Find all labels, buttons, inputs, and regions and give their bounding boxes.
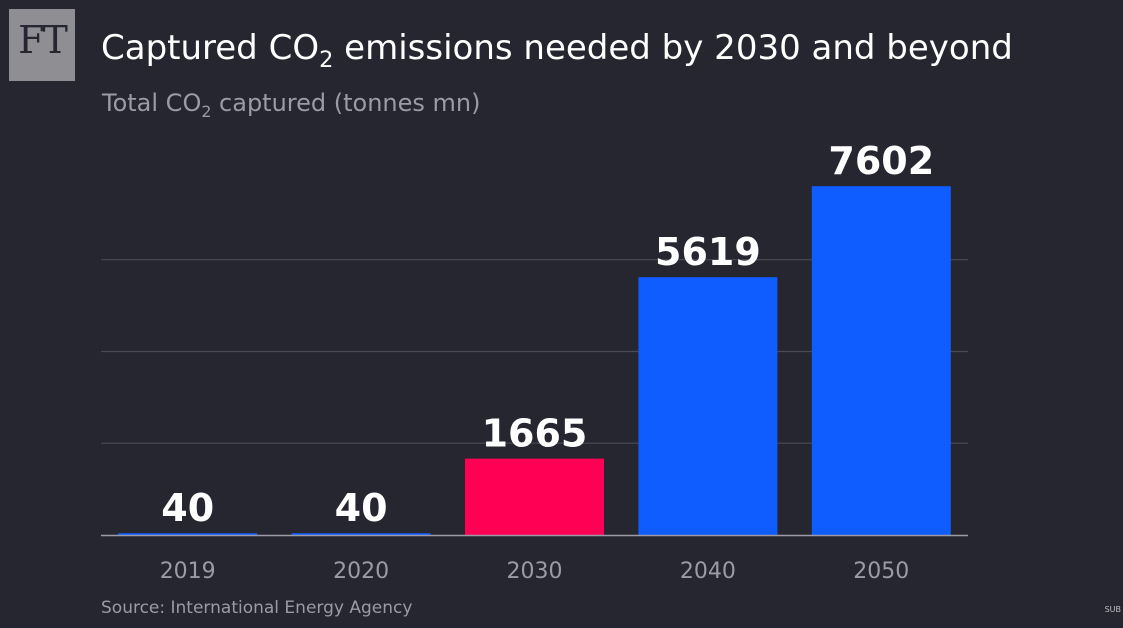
corner-label: SUB: [1104, 605, 1121, 614]
bar-2019: [118, 533, 258, 535]
chart-title: Captured CO2 emissions needed by 2030 an…: [101, 24, 1013, 76]
bar-2050: [811, 186, 951, 535]
bar-2020: [291, 533, 431, 535]
bar-2030: [465, 458, 604, 535]
value-label-2030: 1665: [482, 412, 588, 456]
ft-logo-text: FT: [18, 18, 68, 62]
source-note: Source: International Energy Agency: [101, 598, 413, 618]
x-tick-label-2019: 2019: [160, 559, 216, 584]
bar-2040: [638, 277, 778, 535]
value-label-2050: 7602: [828, 139, 934, 183]
chart-title-subscript: 2: [319, 46, 334, 73]
chart-subtitle: Total CO2 captured (tonnes mn): [102, 86, 481, 123]
value-label-2019: 40: [161, 486, 214, 530]
chart-title-main: Captured CO: [101, 28, 320, 68]
value-label-2040: 5619: [655, 230, 761, 274]
chart-subtitle-rest: captured (tonnes mn): [211, 89, 481, 117]
ft-logo: FT: [9, 9, 75, 81]
x-tick-label-2050: 2050: [853, 559, 909, 584]
chart-subtitle-main: Total CO: [102, 89, 202, 117]
chart-subtitle-subscript: 2: [201, 101, 212, 121]
x-tick-label-2040: 2040: [680, 559, 736, 584]
x-tick-label-2030: 2030: [507, 559, 563, 584]
chart-title-rest: emissions needed by 2030 and beyond: [333, 28, 1013, 68]
value-label-2020: 40: [335, 486, 388, 530]
x-tick-label-2020: 2020: [333, 559, 389, 584]
